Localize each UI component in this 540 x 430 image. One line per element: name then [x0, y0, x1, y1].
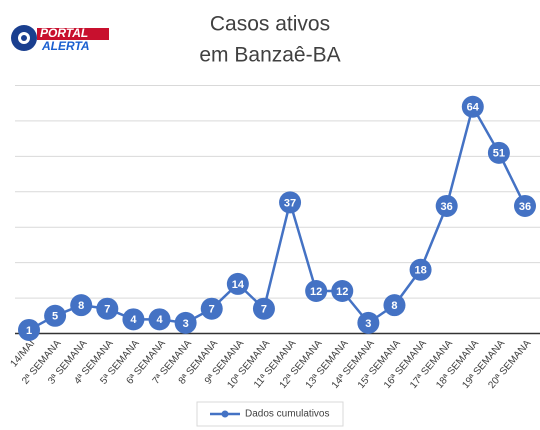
marker	[252, 297, 275, 320]
data-label: 12	[336, 286, 348, 298]
marker	[122, 308, 145, 331]
data-label: 4	[130, 314, 137, 326]
marker	[18, 318, 40, 341]
logo: PORTAL ALERTA	[11, 25, 109, 53]
data-label: 7	[209, 304, 215, 316]
marker	[279, 191, 302, 214]
marker	[305, 279, 328, 302]
logo-band	[37, 28, 109, 40]
data-label: 4	[156, 314, 163, 326]
logo-icon	[21, 35, 27, 41]
marker	[514, 194, 536, 217]
marker	[226, 272, 249, 295]
marker	[174, 311, 197, 334]
chart-title: em Banzaê-BA	[199, 44, 340, 67]
legend: Dados cumulativos	[196, 401, 344, 427]
chart-title: Casos ativos	[210, 13, 330, 36]
marker	[200, 297, 223, 320]
data-label: 36	[441, 201, 453, 213]
legend-label: Dados cumulativos	[245, 409, 329, 420]
data-label: 5	[52, 311, 58, 323]
data-label: 8	[78, 300, 84, 312]
data-label: 12	[310, 286, 322, 298]
marker	[487, 141, 510, 164]
data-label: 3	[183, 318, 189, 330]
logo-text: PORTAL	[40, 26, 88, 40]
data-label: 36	[519, 201, 531, 213]
data-label: 14	[232, 279, 245, 291]
marker	[461, 95, 484, 118]
data-label: 8	[391, 300, 397, 312]
marker	[96, 297, 119, 320]
data-label: 3	[365, 318, 371, 330]
data-label: 7	[104, 304, 110, 316]
marker	[409, 258, 432, 281]
line	[28, 103, 527, 332]
data-label: 37	[284, 197, 296, 209]
logo-text: ALERTA	[41, 39, 90, 53]
marker	[331, 279, 354, 302]
data-label: 51	[493, 148, 505, 160]
marker	[148, 308, 171, 331]
marker	[70, 294, 93, 317]
marker	[383, 294, 406, 317]
marker	[435, 194, 458, 217]
marker	[357, 311, 380, 334]
data-label: 7	[261, 304, 267, 316]
data-label: 64	[467, 102, 480, 114]
marker	[44, 304, 67, 327]
legend-marker	[221, 410, 229, 418]
data-label: 1	[26, 325, 32, 337]
data-label: 18	[414, 265, 426, 277]
